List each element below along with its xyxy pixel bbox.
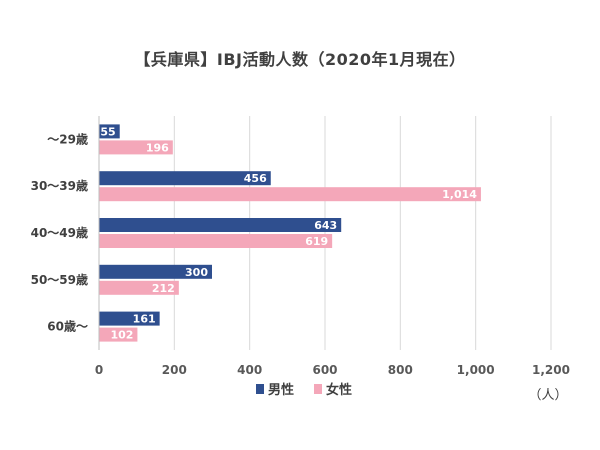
data-label: 161 — [133, 313, 156, 326]
legend-swatch — [314, 384, 322, 394]
bar — [99, 187, 481, 202]
x-tick-label: 400 — [237, 363, 262, 377]
bar — [99, 280, 179, 295]
data-label: 619 — [305, 235, 328, 248]
x-tick-label: 600 — [312, 363, 337, 377]
bar — [99, 218, 342, 232]
bar — [99, 124, 120, 139]
data-label: 643 — [314, 219, 337, 232]
data-label: 102 — [110, 329, 133, 342]
data-label: 55 — [100, 125, 115, 138]
x-tick-label: 1,000 — [457, 363, 495, 377]
chart-title: 【兵庫県】IBJ活動人数（2020年1月現在） — [134, 50, 466, 69]
category-label: 30～39歳 — [31, 178, 88, 193]
legend-label: 男性 — [268, 382, 294, 398]
bar — [99, 171, 271, 186]
bar — [99, 234, 333, 248]
legend-label: 女性 — [326, 382, 352, 398]
bar — [99, 140, 173, 155]
x-tick-label: 200 — [162, 363, 187, 377]
category-label: 50～59歳 — [31, 272, 88, 287]
data-label: 1,014 — [442, 188, 477, 201]
data-label: 196 — [146, 141, 169, 154]
data-label: 212 — [152, 282, 175, 295]
bar — [99, 327, 138, 342]
legend-swatch — [256, 384, 264, 394]
x-tick-label: 1,200 — [532, 363, 570, 377]
category-label: 60歳～ — [47, 319, 88, 334]
unit-label: （人） — [528, 388, 567, 403]
category-label: ～29歳 — [47, 131, 88, 146]
data-label: 456 — [244, 172, 267, 185]
bar — [99, 311, 160, 326]
x-tick-label: 0 — [95, 363, 103, 377]
bar — [99, 264, 212, 279]
data-label: 300 — [185, 266, 208, 279]
category-label: 40～49歳 — [31, 225, 88, 240]
x-tick-label: 800 — [388, 363, 413, 377]
